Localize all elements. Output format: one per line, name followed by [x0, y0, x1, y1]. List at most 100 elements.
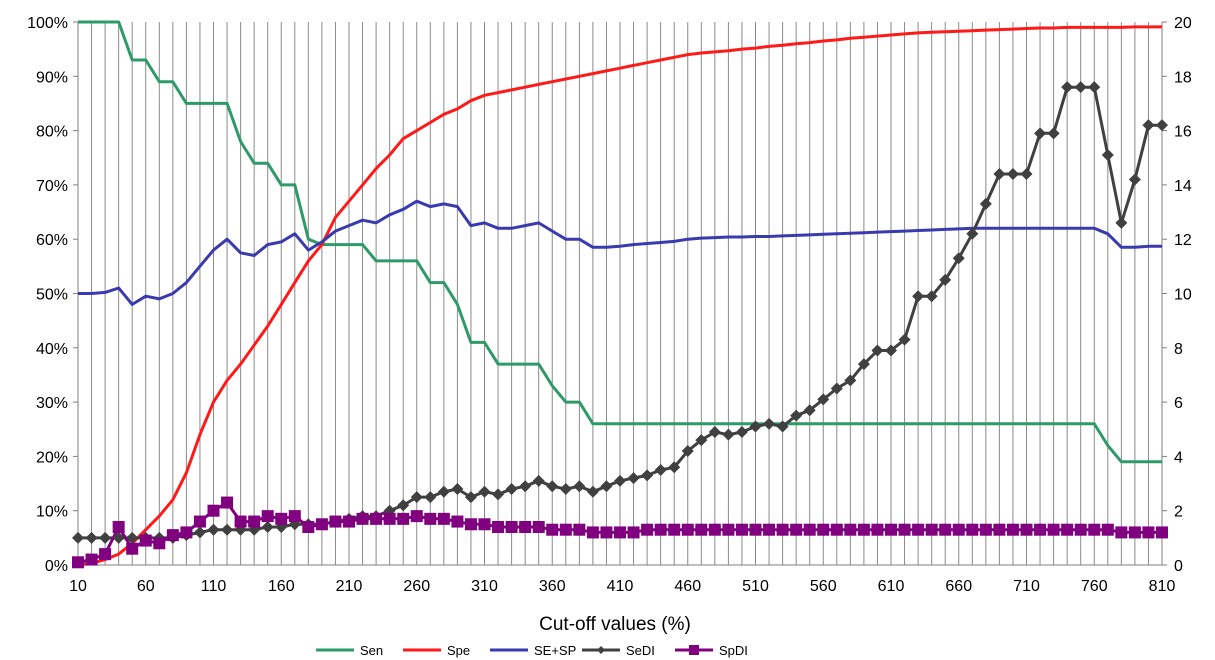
data-point-sedi [627, 472, 640, 485]
y-left-tick-label: 100% [27, 15, 68, 32]
data-point-sedi [519, 480, 532, 493]
data-point-sedi [885, 344, 897, 357]
data-point-spdi [478, 518, 491, 531]
data-point-sedi [410, 491, 423, 504]
data-point-spdi [437, 512, 450, 525]
legend-label-spdi: SpDI [719, 643, 748, 658]
data-point-sedi [817, 393, 830, 406]
data-point-spdi [654, 523, 667, 536]
data-point-spdi [383, 512, 396, 525]
data-point-sedi [99, 531, 112, 544]
x-tick-label: 610 [878, 578, 905, 595]
data-point-sedi [722, 428, 735, 441]
data-point-sedi [424, 491, 437, 504]
data-point-spdi [85, 553, 98, 566]
data-point-spdi [410, 510, 423, 523]
data-point-spdi [939, 523, 952, 536]
data-point-spdi [979, 523, 992, 536]
data-point-sedi [952, 252, 965, 265]
data-point-sedi [898, 333, 911, 346]
data-point-sedi [871, 344, 884, 357]
data-point-sedi [478, 485, 491, 498]
data-point-spdi [803, 523, 816, 536]
data-point-spdi [735, 523, 748, 536]
series-line-sen [78, 20, 1162, 464]
data-point-sedi [532, 474, 545, 487]
data-point-spdi [763, 523, 776, 536]
data-point-spdi [600, 526, 613, 539]
data-point-spdi [952, 523, 965, 536]
data-point-sedi [1115, 216, 1128, 229]
x-tick-label: 510 [742, 578, 769, 595]
data-point-spdi [315, 518, 328, 531]
data-point-spdi [492, 520, 505, 533]
data-point-spdi [532, 520, 545, 533]
data-point-sedi [193, 526, 206, 539]
data-point-spdi [275, 512, 288, 525]
data-point-spdi [1156, 526, 1168, 539]
x-axis-title: Cut-off values (%) [539, 614, 691, 635]
x-tick-label: 460 [674, 578, 701, 595]
data-point-spdi [1101, 523, 1114, 536]
x-tick-label: 110 [201, 578, 227, 595]
x-tick-label: 210 [336, 578, 363, 595]
data-point-sedi [600, 480, 613, 493]
y-left-tick-label: 90% [36, 69, 68, 86]
data-point-sedi [857, 358, 870, 371]
data-point-sedi [1061, 81, 1074, 94]
data-point-spdi [356, 512, 369, 525]
x-tick-label: 360 [539, 578, 566, 595]
x-tick-label: 760 [1081, 578, 1108, 595]
data-point-sedi [464, 491, 477, 504]
data-point-spdi [397, 512, 410, 525]
x-tick-label: 560 [810, 578, 837, 595]
data-point-spdi [329, 515, 342, 528]
data-point-spdi [641, 523, 654, 536]
data-point-spdi [708, 523, 721, 536]
data-point-spdi [695, 523, 708, 536]
x-tick-label: 710 [1013, 578, 1040, 595]
data-point-spdi [1088, 523, 1101, 536]
data-point-sedi [681, 444, 694, 457]
data-point-spdi [166, 529, 179, 542]
data-point-sedi [668, 461, 681, 474]
legend-marker-spdi [689, 645, 699, 655]
x-tick-label: 260 [403, 578, 430, 595]
data-point-sedi [654, 463, 667, 476]
x-tick-label: 160 [268, 578, 295, 595]
legend-label-se-sp: SE+SP [534, 643, 576, 658]
data-point-sedi [966, 227, 979, 240]
data-point-spdi [1115, 526, 1128, 539]
y-left-tick-label: 20% [36, 449, 68, 466]
legend: Sen Spe SE+SP SeDI SpDI [316, 643, 748, 658]
data-point-sedi [207, 523, 220, 536]
data-point-sedi [614, 474, 626, 487]
data-point-spdi [72, 556, 84, 569]
y-right-tick-label: 0 [1174, 558, 1183, 575]
data-point-sedi [790, 409, 803, 422]
data-point-spdi [817, 523, 830, 536]
y-right-tick-label: 18 [1174, 69, 1192, 86]
data-point-sedi [749, 420, 762, 433]
data-point-spdi [1128, 526, 1141, 539]
data-point-spdi [221, 496, 234, 509]
data-point-sedi [912, 290, 925, 303]
y-left-tick-label: 80% [36, 124, 68, 141]
data-point-spdi [99, 548, 112, 561]
data-point-sedi [505, 482, 518, 495]
tick-labels: 0%10%20%30%40%50%60%70%80%90%100%0246810… [27, 15, 1192, 595]
y-right-tick-label: 2 [1174, 504, 1183, 521]
data-point-spdi [180, 526, 193, 539]
y-right-tick-label: 12 [1174, 232, 1192, 249]
data-point-spdi [505, 520, 518, 533]
data-point-sedi [1034, 127, 1047, 140]
data-point-spdi [343, 515, 355, 528]
data-point-spdi [1034, 523, 1047, 536]
data-point-sedi [776, 420, 789, 433]
data-point-spdi [749, 523, 762, 536]
data-point-sedi [695, 434, 708, 447]
data-point-sedi [1074, 81, 1087, 94]
data-point-sedi [559, 482, 572, 495]
data-point-spdi [925, 523, 938, 536]
